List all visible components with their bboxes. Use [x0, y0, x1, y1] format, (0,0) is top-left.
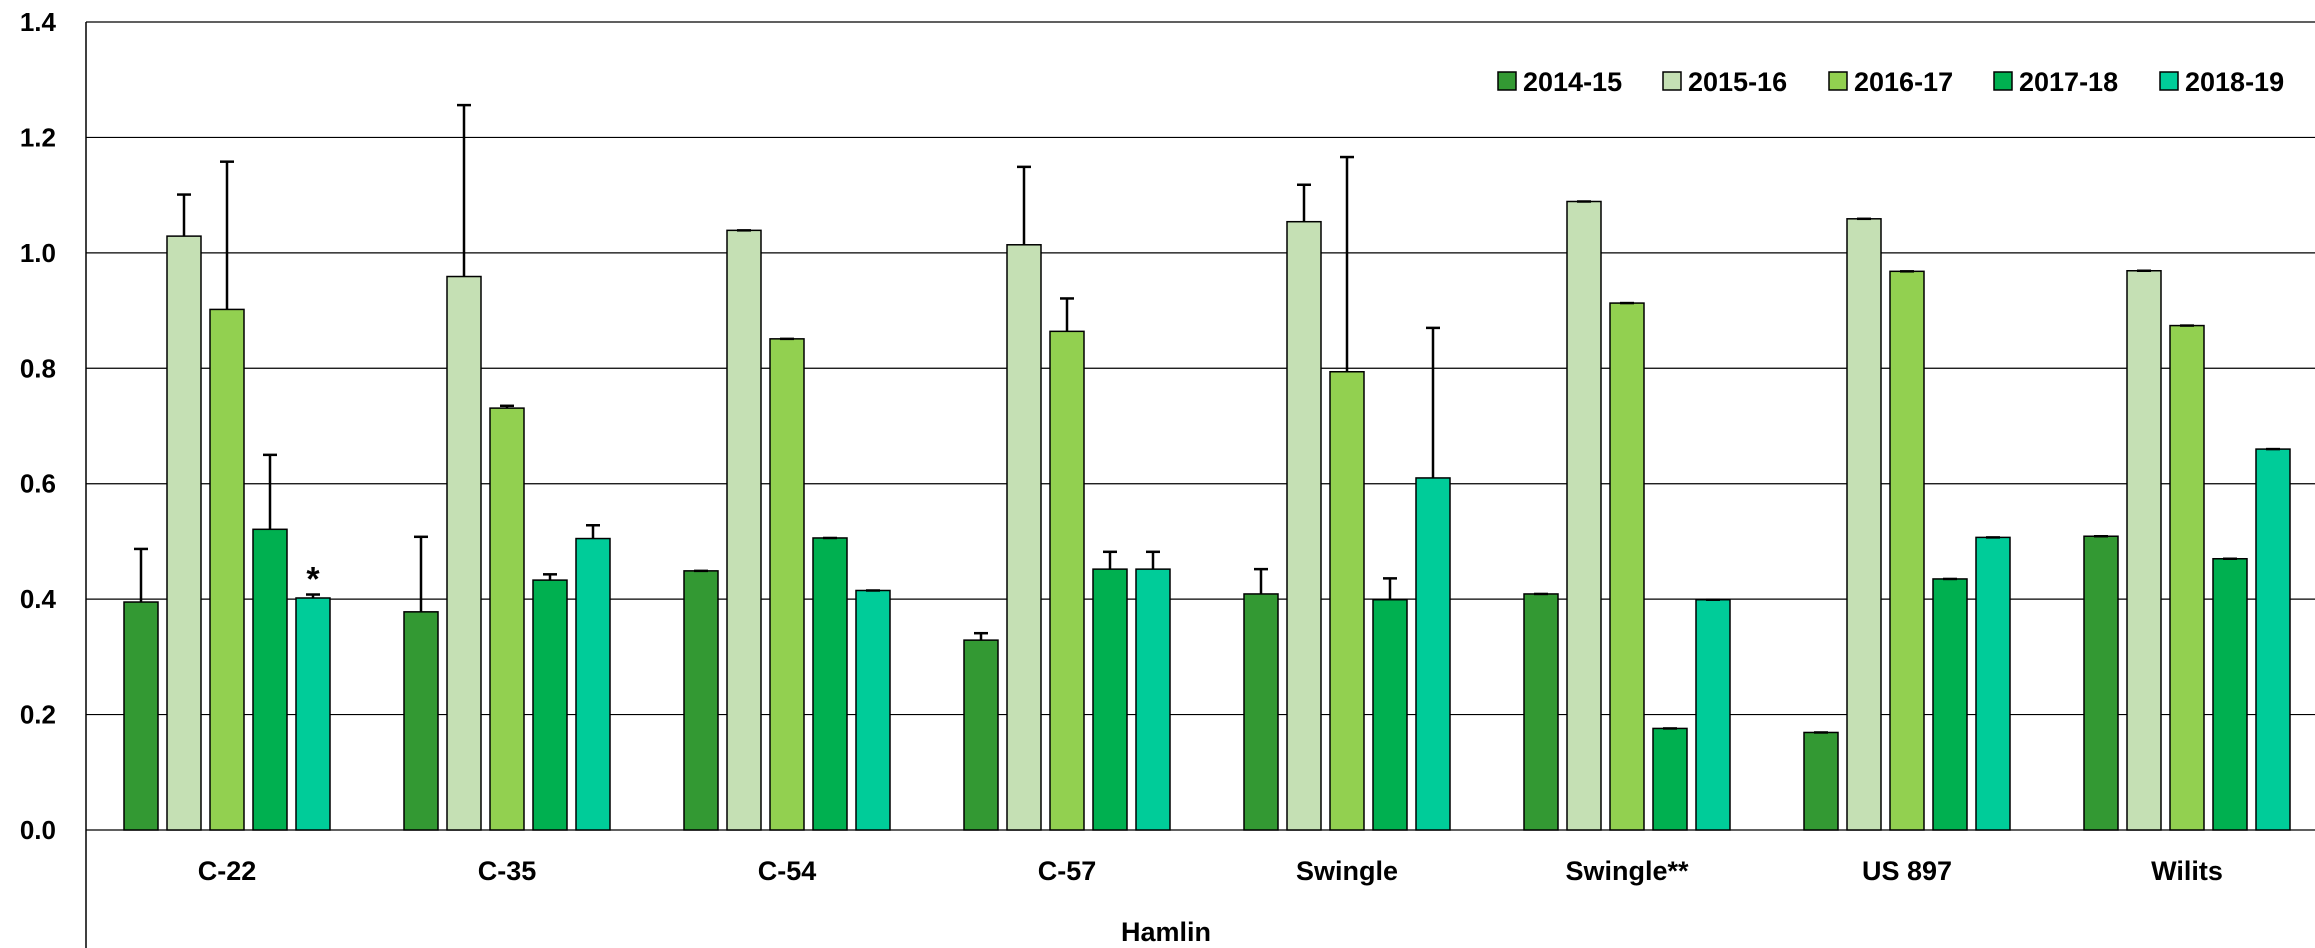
legend-swatch: [2159, 71, 2179, 91]
x-axis-title: Hamlin: [1121, 917, 1211, 947]
x-category-label: C-35: [478, 856, 537, 886]
x-category-label: C-57: [1038, 856, 1097, 886]
x-category-label: C-54: [758, 856, 817, 886]
bar-2015-16-C-22: [166, 235, 202, 831]
x-category-label: Wilits: [2151, 856, 2223, 886]
bar-2018-19-Wilits: [2255, 448, 2291, 831]
bar-2016-17-C-22: [209, 308, 245, 831]
bar-2017-18-C-54: [812, 537, 848, 831]
x-category-label: Swingle: [1296, 856, 1398, 886]
bar-2014-15-C-54: [683, 570, 719, 831]
bar-2014-15-C-57: [963, 639, 999, 831]
bar-2015-16-C-54: [726, 229, 762, 831]
annotations: *: [306, 561, 320, 599]
bar-2016-17-Swingle: [1329, 370, 1365, 831]
bar-2018-19-C-57: [1135, 568, 1171, 831]
x-category-label: C-22: [198, 856, 257, 886]
x-category-label: Swingle**: [1565, 856, 1689, 886]
y-tick-label: 0.8: [20, 353, 56, 383]
bar-2015-16-Wilits: [2126, 269, 2162, 831]
bar-2014-15-Swingle**: [1523, 593, 1559, 831]
legend-swatch: [1497, 71, 1517, 91]
legend-label: 2015-16: [1688, 67, 1787, 97]
legend-swatch: [1828, 71, 1848, 91]
y-tick-label: 0.2: [20, 700, 56, 730]
bar-2018-19-Swingle**: [1695, 598, 1731, 831]
error-bars: [134, 103, 2280, 734]
legend-swatch: [1662, 71, 1682, 91]
y-tick-label: 0.6: [20, 469, 56, 499]
bar-2015-16-Swingle**: [1566, 200, 1602, 831]
bar-2017-18-US 897: [1932, 578, 1968, 831]
bar-2016-17-C-57: [1049, 330, 1085, 831]
bar-2015-16-C-57: [1006, 244, 1042, 831]
y-tick-label: 1.4: [20, 7, 57, 37]
bar-2015-16-US 897: [1846, 218, 1882, 831]
bar-2016-17-C-54: [769, 338, 805, 831]
bar-2014-15-US 897: [1803, 731, 1839, 831]
bar-2014-15-C-22: [123, 601, 159, 831]
y-tick-label: 1.0: [20, 238, 56, 268]
legend-label: 2018-19: [2185, 67, 2284, 97]
y-tick-label: 1.2: [20, 122, 56, 152]
legend-swatch: [1993, 71, 2013, 91]
bar-2017-18-C-35: [532, 579, 568, 831]
bar-2018-19-C-54: [855, 589, 891, 831]
bar-2017-18-Wilits: [2212, 557, 2248, 831]
annotation-asterisk: *: [306, 561, 320, 599]
bar-2018-19-US 897: [1975, 536, 2011, 831]
legend: 2014-15 2015-16 2016-17 2017-18 2018-19: [1497, 67, 2284, 97]
y-axis-tick-labels: 0.0 0.2 0.4 0.6 0.8 1.0 1.2 1.4: [20, 7, 57, 845]
legend-label: 2016-17: [1854, 67, 1953, 97]
bar-2015-16-C-35: [446, 275, 482, 831]
x-category-label: US 897: [1862, 856, 1952, 886]
bar-2017-18-C-57: [1092, 568, 1128, 831]
bars: [123, 200, 2291, 831]
x-axis-category-labels: C-22 C-35 C-54 C-57 Swingle Swingle** US 897 Wi…: [198, 856, 2223, 886]
bar-2017-18-C-22: [252, 528, 288, 831]
bar-2018-19-C-35: [575, 537, 611, 831]
bar-2014-15-Wilits: [2083, 535, 2119, 831]
bar-2014-15-Swingle: [1243, 593, 1279, 831]
legend-label: 2014-15: [1523, 67, 1622, 97]
bar-2016-17-Swingle**: [1609, 302, 1645, 831]
bar-2017-18-Swingle: [1372, 598, 1408, 831]
y-tick-label: 0.0: [20, 815, 56, 845]
bar-2015-16-Swingle: [1286, 220, 1322, 831]
bar-2016-17-US 897: [1889, 270, 1925, 831]
bar-2017-18-Swingle**: [1652, 727, 1688, 831]
bar-2016-17-Wilits: [2169, 324, 2205, 831]
bar-2016-17-C-35: [489, 407, 525, 831]
bar-2014-15-C-35: [403, 611, 439, 831]
y-tick-label: 0.4: [20, 584, 57, 614]
bar-2018-19-Swingle: [1415, 477, 1451, 831]
bar-2018-19-C-22: [295, 597, 331, 831]
legend-label: 2017-18: [2019, 67, 2118, 97]
